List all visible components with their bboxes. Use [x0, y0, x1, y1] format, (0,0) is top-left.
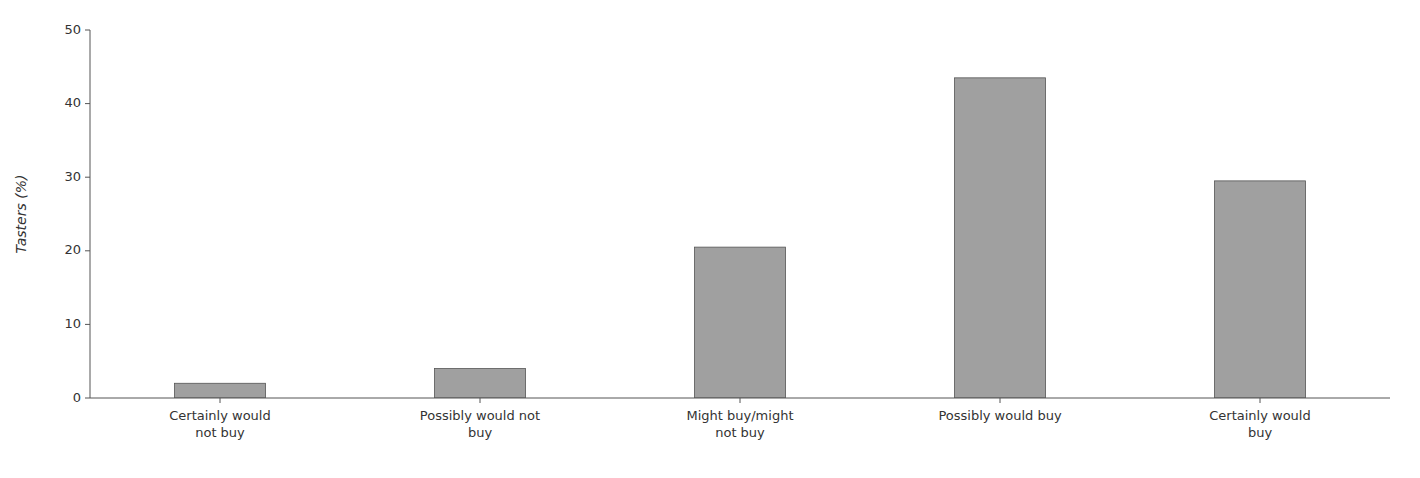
chart-svg: 0 10 20 30 40 50 Certainly would not buy Possibl…	[0, 0, 1420, 478]
x-tick-label-line: Certainly would	[169, 408, 270, 423]
bar	[175, 383, 266, 398]
axes: 0 10 20 30 40 50 Certainly would not buy Possibl…	[64, 22, 1390, 441]
x-tick	[480, 398, 481, 403]
x-tick	[740, 398, 741, 403]
x-tick-label: Certainly would buy	[1209, 408, 1310, 440]
y-tick-label: 0	[73, 390, 81, 405]
x-tick-label-line: Might buy/might	[687, 408, 794, 423]
x-tick-label-line: buy	[468, 425, 492, 440]
bar	[1215, 181, 1306, 398]
x-tick-label-line: Possibly would buy	[938, 408, 1061, 423]
y-tick-label: 40	[64, 95, 81, 110]
x-tick	[1260, 398, 1261, 403]
x-tick	[1000, 398, 1001, 403]
bars	[175, 78, 1306, 398]
x-tick	[220, 398, 221, 403]
x-tick-label: Possibly would not buy	[420, 408, 540, 440]
y-tick-label: 50	[64, 22, 81, 37]
y-tick-label: 30	[64, 169, 81, 184]
y-tick	[85, 250, 90, 251]
x-tick-label: Possibly would buy	[938, 408, 1061, 423]
x-tick-label-line: buy	[1248, 425, 1272, 440]
y-tick	[85, 398, 90, 399]
chart-container: 0 10 20 30 40 50 Certainly would not buy Possibl…	[0, 0, 1420, 478]
bar	[695, 247, 786, 398]
y-axis-label: Tasters (%)	[13, 175, 29, 254]
y-tick	[85, 30, 90, 31]
x-tick-label: Certainly would not buy	[169, 408, 270, 440]
x-tick-label-line: Certainly would	[1209, 408, 1310, 423]
bar	[955, 78, 1046, 398]
y-tick	[85, 103, 90, 104]
y-tick-label: 20	[64, 242, 81, 257]
y-tick-label: 10	[64, 316, 81, 331]
x-tick-label-line: Possibly would not	[420, 408, 540, 423]
y-tick	[85, 177, 90, 178]
y-tick	[85, 324, 90, 325]
x-tick-label: Might buy/might not buy	[687, 408, 794, 440]
x-tick-label-line: not buy	[195, 425, 245, 440]
bar	[435, 369, 526, 398]
x-tick-label-line: not buy	[715, 425, 765, 440]
y-axis-line	[90, 30, 91, 398]
